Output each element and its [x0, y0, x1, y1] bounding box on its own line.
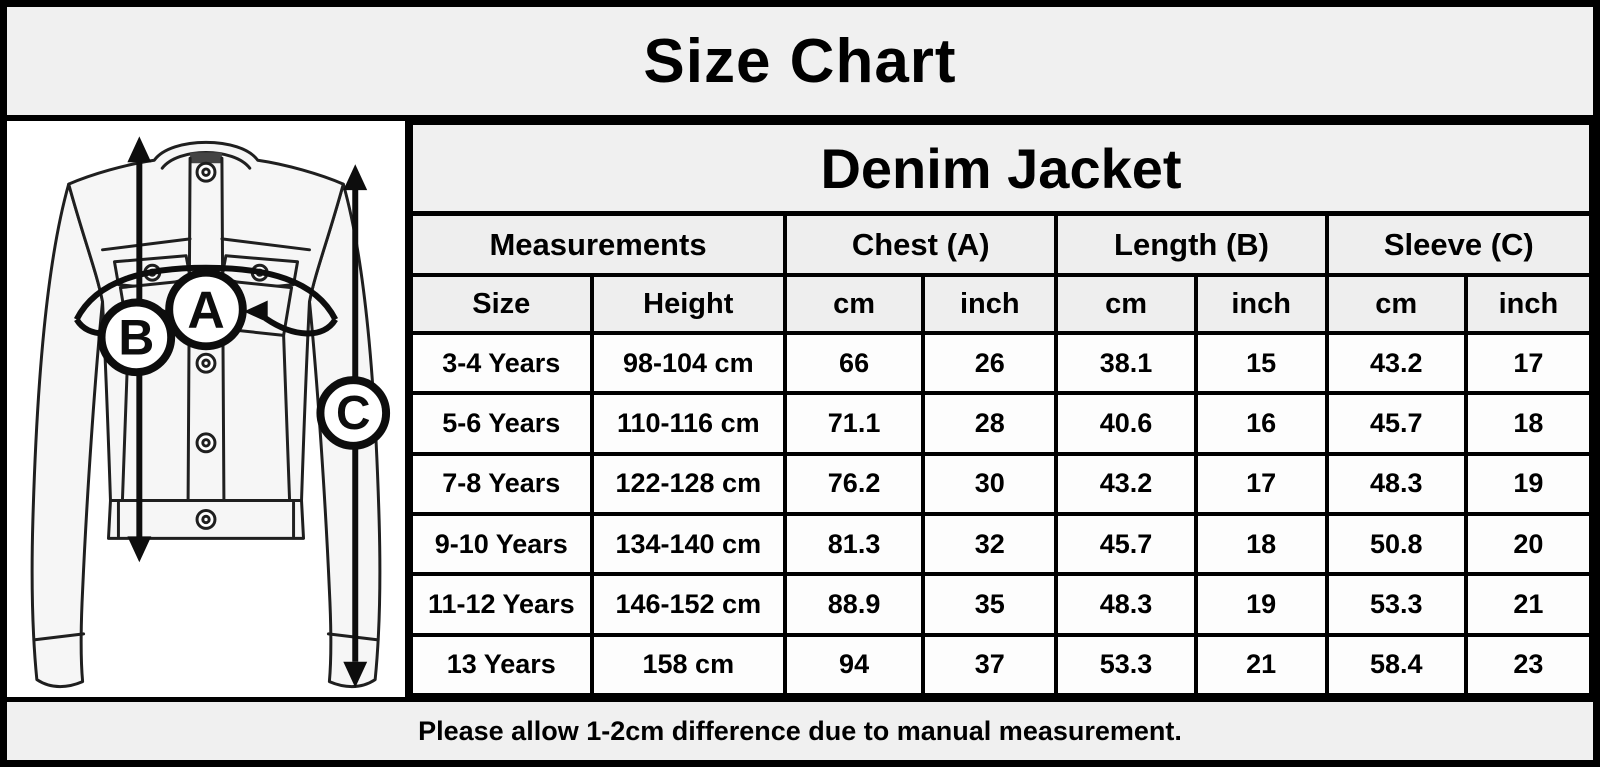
column-header-chest-cm: cm	[783, 273, 926, 335]
column-header-sleeve-cm: cm	[1324, 273, 1468, 335]
length-arrowhead-top	[127, 136, 152, 163]
table-cell: 18	[1193, 511, 1329, 577]
size-table-wrap: Denim Jacket Measurements Chest (A) Leng…	[408, 121, 1594, 698]
table-cell: 21	[1463, 572, 1594, 637]
table-cell: 23	[1463, 632, 1594, 698]
chest-label-circle	[165, 268, 247, 351]
table-row: 11-12 Years 146-152 cm 88.9 35 48.3 19 5…	[409, 572, 1594, 637]
column-header-length-inch: inch	[1193, 273, 1329, 335]
table-cell: 53.3	[1324, 572, 1468, 637]
table-cell: 98-104 cm	[589, 330, 788, 396]
table-cell: 76.2	[783, 451, 926, 516]
table-cell: 81.3	[783, 511, 926, 577]
table-cell: 37	[921, 632, 1059, 698]
table-cell: 43.2	[1324, 330, 1468, 396]
table-cell: 13 Years	[409, 632, 594, 698]
table-cell: 146-152 cm	[589, 572, 788, 637]
table-cell: 71.1	[783, 391, 926, 456]
table-cell: 50.8	[1324, 511, 1468, 577]
product-title-row: Denim Jacket	[409, 121, 1593, 216]
group-header-row: Measurements Chest (A) Length (B) Sleeve…	[408, 211, 1594, 277]
sleeve-arrowhead-top	[343, 164, 368, 191]
sub-header-row: Size Height cm inch cm inch cm inch	[409, 273, 1594, 335]
length-label-circle	[97, 298, 176, 377]
table-cell: 20	[1463, 511, 1594, 577]
table-row: 9-10 Years 134-140 cm 81.3 32 45.7 18 50…	[409, 511, 1594, 577]
table-cell: 11-12 Years	[409, 572, 594, 637]
table-cell: 30	[921, 451, 1059, 516]
table-cell: 45.7	[1324, 391, 1468, 456]
chest-label: A	[187, 280, 224, 338]
table-cell: 28	[921, 391, 1059, 456]
table-cell: 17	[1193, 451, 1329, 516]
group-header-sleeve: Sleeve (C)	[1324, 211, 1594, 277]
table-cell: 122-128 cm	[589, 451, 788, 516]
jacket-yoke-seam-left	[101, 237, 192, 252]
table-cell: 3-4 Years	[409, 330, 594, 396]
table-cell: 45.7	[1054, 511, 1198, 577]
column-header-size: Size	[409, 273, 594, 335]
page-title: Size Chart	[643, 26, 957, 96]
table-cell: 43.2	[1054, 451, 1198, 516]
table-cell: 53.3	[1054, 632, 1198, 698]
jacket-diagram-panel: A B C	[7, 121, 409, 697]
table-cell: 18	[1463, 391, 1594, 456]
jacket-illustration-icon: A B C	[30, 136, 391, 689]
table-cell: 5-6 Years	[409, 391, 594, 456]
table-cell: 16	[1193, 391, 1329, 456]
table-cell: 32	[921, 511, 1059, 577]
sleeve-label-circle	[316, 376, 391, 450]
table-cell: 94	[783, 632, 926, 698]
length-label: B	[118, 309, 154, 365]
chest-arrowhead-right	[243, 300, 268, 323]
jacket-buttons	[143, 161, 269, 530]
title-band: Size Chart	[7, 7, 1593, 121]
table-cell: 7-8 Years	[409, 451, 594, 516]
jacket-yoke-seam-right	[220, 237, 311, 252]
table-cell: 15	[1193, 330, 1329, 396]
table-cell: 58.4	[1324, 632, 1468, 698]
group-header-measurements: Measurements	[408, 211, 788, 277]
table-cell: 110-116 cm	[589, 391, 788, 456]
table-row: 3-4 Years 98-104 cm 66 26 38.1 15 43.2 1…	[409, 330, 1594, 396]
table-cell: 48.3	[1054, 572, 1198, 637]
group-header-length: Length (B)	[1054, 211, 1329, 277]
table-row: 5-6 Years 110-116 cm 71.1 28 40.6 16 45.…	[409, 391, 1594, 456]
product-title: Denim Jacket	[409, 121, 1593, 216]
table-row: 7-8 Years 122-128 cm 76.2 30 43.2 17 48.…	[409, 451, 1594, 516]
jacket-neck-label	[190, 152, 222, 164]
footnote-text: Please allow 1-2cm difference due to man…	[418, 715, 1182, 746]
table-cell: 158 cm	[589, 632, 788, 698]
table-cell: 88.9	[783, 572, 926, 637]
table-cell: 66	[783, 330, 926, 396]
jacket-left-cuff-seam	[32, 632, 86, 642]
sleeve-arrowhead-bottom	[343, 661, 368, 688]
column-header-chest-inch: inch	[921, 273, 1059, 335]
footnote-band: Please allow 1-2cm difference due to man…	[7, 697, 1593, 760]
sleeve-label: C	[336, 387, 370, 440]
table-cell: 26	[921, 330, 1059, 396]
chest-band-right-arc	[264, 315, 338, 337]
length-arrowhead-bottom	[127, 536, 152, 563]
table-cell: 134-140 cm	[589, 511, 788, 577]
table-cell: 9-10 Years	[409, 511, 594, 577]
table-cell: 40.6	[1054, 391, 1198, 456]
jacket-right-panel-seam	[282, 333, 292, 503]
chest-band-top-arc	[73, 264, 339, 321]
table-cell: 19	[1463, 451, 1594, 516]
column-header-height: Height	[589, 273, 788, 335]
group-header-chest: Chest (A)	[783, 211, 1059, 277]
table-cell: 35	[921, 572, 1059, 637]
table-cell: 38.1	[1054, 330, 1198, 396]
column-header-length-cm: cm	[1054, 273, 1198, 335]
table-cell: 19	[1193, 572, 1329, 637]
size-table: Denim Jacket Measurements Chest (A) Leng…	[408, 121, 1594, 698]
main-area: A B C Denim Jacket	[7, 121, 1594, 698]
column-header-sleeve-inch: inch	[1463, 273, 1594, 335]
table-cell: 17	[1463, 330, 1594, 396]
table-cell: 21	[1193, 632, 1329, 698]
table-row: 13 Years 158 cm 94 37 53.3 21 58.4 23	[409, 632, 1594, 698]
table-cell: 48.3	[1324, 451, 1468, 516]
